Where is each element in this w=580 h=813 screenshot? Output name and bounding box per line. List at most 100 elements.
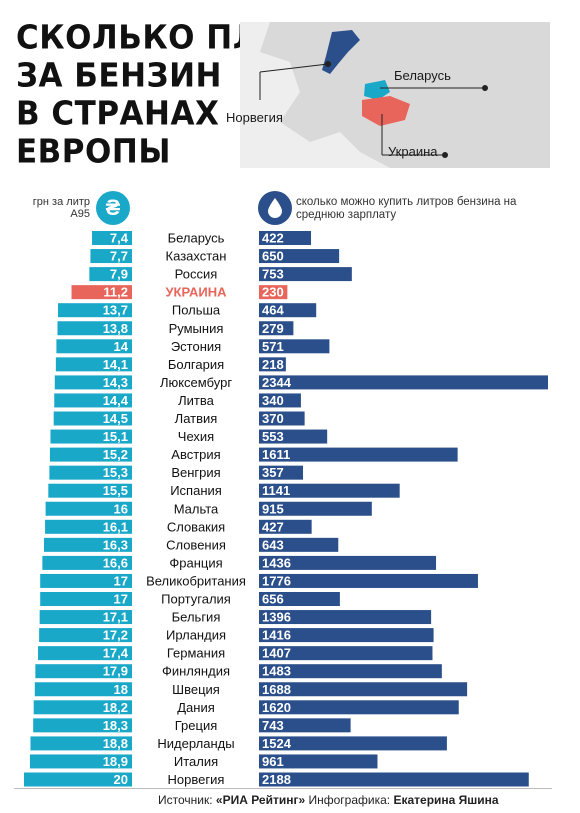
title-line-4: ЕВРОПЫ <box>16 133 171 171</box>
liters-label: 743 <box>262 718 284 733</box>
liters-bar <box>259 411 305 426</box>
liters-label: 340 <box>262 393 284 408</box>
price-bar <box>33 718 132 733</box>
country-label: Польша <box>172 303 221 318</box>
liters-bar <box>259 465 304 480</box>
liters-label: 1620 <box>262 700 291 715</box>
liters-label: 650 <box>262 249 284 264</box>
price-label: 16,3 <box>103 537 128 552</box>
liters-label: 1407 <box>262 646 291 661</box>
price-bar <box>29 754 132 769</box>
liters-bar <box>259 519 312 534</box>
price-label: 13,8 <box>103 321 128 336</box>
country-label: Австрия <box>171 447 220 462</box>
liters-bar <box>259 267 352 282</box>
price-label: 13,7 <box>103 303 128 318</box>
country-label: Великобритания <box>146 573 246 588</box>
liters-bar <box>259 537 339 552</box>
liters-label: 464 <box>262 303 284 318</box>
price-bar <box>43 537 133 552</box>
footer-divider <box>14 788 552 789</box>
map-label-belarus: Беларусь <box>394 68 451 83</box>
country-label: Словения <box>166 537 226 552</box>
price-bar <box>92 231 132 245</box>
title-line-3: В СТРАНАХ <box>16 95 220 133</box>
liters-label: 1776 <box>262 573 291 588</box>
country-label: Дания <box>177 700 215 715</box>
country-label: Румыния <box>169 321 224 336</box>
liters-label: 915 <box>262 501 284 516</box>
liters-bar <box>259 610 432 625</box>
fuel-drop-icon-svg <box>268 198 282 218</box>
liters-bar <box>259 321 294 336</box>
footer-credits: Источник: «РИА Рейтинг» Инфографика: Ека… <box>158 793 499 807</box>
country-label: Норвегия <box>168 772 225 787</box>
liters-label: 357 <box>262 465 284 480</box>
country-label: Литва <box>178 393 215 408</box>
liters-bar <box>259 285 288 300</box>
country-label: Казахстан <box>166 249 227 264</box>
liters-label: 218 <box>262 357 284 372</box>
fuel-drop-icon <box>258 191 292 225</box>
country-label: Нидерланды <box>157 736 234 751</box>
price-label: 14,4 <box>103 393 129 408</box>
price-label: 18,9 <box>103 754 128 769</box>
liters-label: 1611 <box>262 447 290 462</box>
price-bar <box>58 303 132 318</box>
country-label: Венгрия <box>171 465 220 480</box>
liters-bar <box>259 592 340 606</box>
country-label: Франция <box>169 555 222 570</box>
country-label: Бельгия <box>172 610 221 625</box>
author-label: Инфографика: <box>308 793 391 807</box>
price-label: 14,5 <box>103 411 128 426</box>
price-label: 15,3 <box>103 465 128 480</box>
liters-label: 1436 <box>262 555 291 570</box>
country-label: Люксембург <box>160 375 232 390</box>
liters-label: 1483 <box>262 664 291 679</box>
country-label: Ирландия <box>166 628 226 643</box>
price-bar <box>71 285 132 300</box>
liters-bar <box>259 393 301 408</box>
liters-label: 230 <box>262 285 284 300</box>
map-label-ukraine: Украина <box>388 144 438 159</box>
price-bar <box>24 772 132 787</box>
europe-map: Беларусь Норвегия Украина <box>226 22 550 168</box>
ukraine-leader-dot <box>442 152 448 158</box>
country-label: Эстония <box>171 339 221 354</box>
liters-label: 571 <box>262 339 284 354</box>
liters-label: 961 <box>262 754 284 769</box>
price-label: 15,5 <box>103 483 128 498</box>
liters-label: 370 <box>262 411 284 426</box>
map-belarus <box>364 80 390 100</box>
liters-bar <box>259 646 433 661</box>
price-bar <box>89 267 132 282</box>
liters-label: 279 <box>262 321 284 336</box>
price-bar <box>54 393 132 408</box>
country-label: Испания <box>170 483 222 498</box>
liters-bar <box>259 303 317 318</box>
title-line-2: ЗА БЕНЗИН <box>16 57 222 95</box>
price-bar <box>54 375 132 390</box>
price-label: 18 <box>114 682 128 697</box>
liters-bar <box>259 429 328 444</box>
price-label: 18,3 <box>103 718 128 733</box>
price-column-caption: грн за литр А95 <box>32 196 90 220</box>
price-label: 14,3 <box>103 375 128 390</box>
price-bar <box>50 429 132 444</box>
map-norway <box>322 30 360 74</box>
liters-label: 1396 <box>262 610 291 625</box>
price-label: 17,2 <box>103 628 128 643</box>
liters-bar <box>259 754 378 769</box>
price-bar <box>48 483 132 498</box>
liters-bar <box>259 231 312 245</box>
liters-label: 2188 <box>262 772 291 787</box>
price-label: 16 <box>114 501 128 516</box>
price-bar <box>39 628 133 643</box>
price-bar <box>30 736 133 751</box>
liters-bar <box>259 357 286 372</box>
liters-bar <box>259 700 459 715</box>
price-bar <box>34 682 132 697</box>
price-label: 11,2 <box>103 285 128 300</box>
price-bar <box>39 610 132 625</box>
